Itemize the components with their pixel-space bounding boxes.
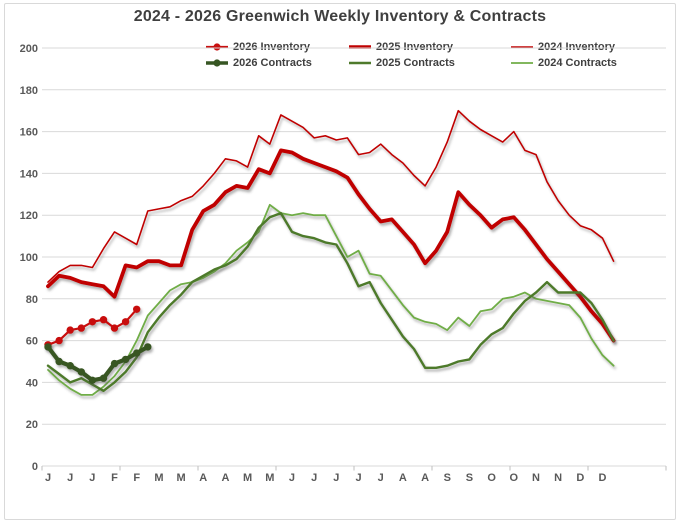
x-tick-label-19: S <box>466 472 473 484</box>
x-tick-label-7: A <box>199 472 207 484</box>
y-tick-label-0: 0 <box>32 461 38 473</box>
series-marker-2026-contracts <box>121 355 130 364</box>
series-2024-contracts <box>47 203 615 396</box>
y-tick-label-40: 40 <box>26 377 38 389</box>
x-tick-label-0: J <box>45 472 51 484</box>
series-marker-2026-contracts <box>55 357 63 366</box>
x-tick-label-24: D <box>576 472 584 484</box>
legend-marker-2026-contracts <box>206 59 228 67</box>
y-tick-label-140: 140 <box>20 168 38 180</box>
x-tick-label-21: O <box>509 472 518 484</box>
legend-item-2025-contracts: 2025 Contracts <box>348 56 455 70</box>
series-marker-2026-contracts <box>44 343 52 351</box>
y-tick-label-200: 200 <box>20 43 38 55</box>
series-2026-inventory <box>44 305 141 349</box>
legend-marker-2025-inventory <box>349 45 371 49</box>
legend-label-2024-inventory: 2024 Inventory <box>538 41 616 53</box>
x-tick-label-15: J <box>378 472 384 484</box>
series-2026-contracts <box>44 343 152 384</box>
legend-item-2025-inventory: 2025 Inventory <box>348 40 453 54</box>
x-tick-label-11: J <box>289 472 295 484</box>
x-tick-label-5: M <box>154 472 163 484</box>
series-marker-2026-inventory <box>66 326 74 334</box>
x-tick-label-22: N <box>532 472 540 484</box>
chart-title: 2024 - 2026 Greenwich Weekly Inventory &… <box>133 8 547 25</box>
x-tick-label-14: J <box>355 472 361 484</box>
legend-item-2026-contracts: 2026 Contracts <box>205 56 312 70</box>
legend-item-2024-contracts: 2024 Contracts <box>510 56 617 70</box>
x-axis-ticks <box>41 466 667 471</box>
x-tick-label-1: J <box>67 472 73 484</box>
series-marker-2026-inventory <box>110 324 119 332</box>
x-tick-label-10: M <box>265 472 274 484</box>
series-2024-inventory <box>47 109 615 283</box>
legend-marker-2024-inventory <box>511 46 533 48</box>
x-tick-label-18: S <box>444 472 451 484</box>
series-line-2024-inventory <box>47 109 615 283</box>
y-tick-label-80: 80 <box>26 294 38 306</box>
legend-item-2024-inventory: 2024 Inventory <box>510 40 615 54</box>
series-line-2025-inventory <box>46 148 616 343</box>
legend-marker-2026-inventory <box>206 43 228 51</box>
x-tick-label-20: O <box>487 472 496 484</box>
legend-item-2026-inventory: 2026 Inventory <box>205 40 310 54</box>
legend-label-2026-inventory: 2026 Inventory <box>233 41 311 53</box>
series-2025-inventory <box>46 148 616 343</box>
y-tick-label-60: 60 <box>26 336 38 348</box>
series-line-2026-contracts <box>45 344 150 383</box>
y-tick-label-100: 100 <box>20 252 38 264</box>
legend-marker-2025-contracts <box>349 61 371 65</box>
x-tick-label-6: M <box>176 472 185 484</box>
series-marker-2026-inventory <box>99 316 108 324</box>
x-tick-label-16: A <box>399 472 407 484</box>
series-line-2025-contracts <box>46 211 615 392</box>
series-marker-2026-contracts <box>110 359 119 368</box>
legend-label-2025-contracts: 2025 Contracts <box>376 57 455 69</box>
x-tick-label-25: D <box>599 472 607 484</box>
x-tick-label-4: F <box>133 472 140 484</box>
x-tick-label-23: N <box>554 472 562 484</box>
gridlines <box>42 47 666 467</box>
series-line-2024-contracts <box>47 203 615 396</box>
series-marker-2026-inventory <box>133 305 141 313</box>
series-2025-contracts <box>46 211 615 392</box>
x-tick-label-9: M <box>243 472 252 484</box>
y-axis-labels: 0 20 40 60 80 100 120 140 160 180 200 <box>20 43 38 473</box>
y-tick-label-180: 180 <box>20 85 38 97</box>
legend-label-2026-contracts: 2026 Contracts <box>233 57 312 69</box>
series-marker-2026-inventory <box>88 318 97 326</box>
y-tick-label-160: 160 <box>20 127 38 139</box>
series-marker-2026-contracts <box>144 343 152 351</box>
y-tick-label-120: 120 <box>20 210 38 222</box>
series-marker-2026-contracts <box>88 376 97 384</box>
y-tick-label-20: 20 <box>26 419 38 431</box>
series-marker-2026-inventory <box>55 336 63 345</box>
series-marker-2026-contracts <box>133 349 141 357</box>
legend-marker-2024-contracts <box>511 62 533 64</box>
x-tick-label-3: F <box>111 472 118 484</box>
series-marker-2026-inventory <box>121 318 130 326</box>
x-tick-label-13: J <box>333 472 339 484</box>
x-tick-label-2: J <box>89 472 95 484</box>
x-tick-label-12: J <box>311 472 317 484</box>
legend-label-2024-contracts: 2024 Contracts <box>538 57 617 69</box>
series-marker-2026-contracts <box>99 374 108 382</box>
series-marker-2026-inventory <box>77 324 86 332</box>
series-marker-2026-contracts <box>66 362 74 370</box>
x-tick-label-17: A <box>421 472 429 484</box>
series-marker-2026-contracts <box>77 368 86 376</box>
legend-label-2025-inventory: 2025 Inventory <box>376 41 454 53</box>
x-tick-label-8: A <box>221 472 229 484</box>
